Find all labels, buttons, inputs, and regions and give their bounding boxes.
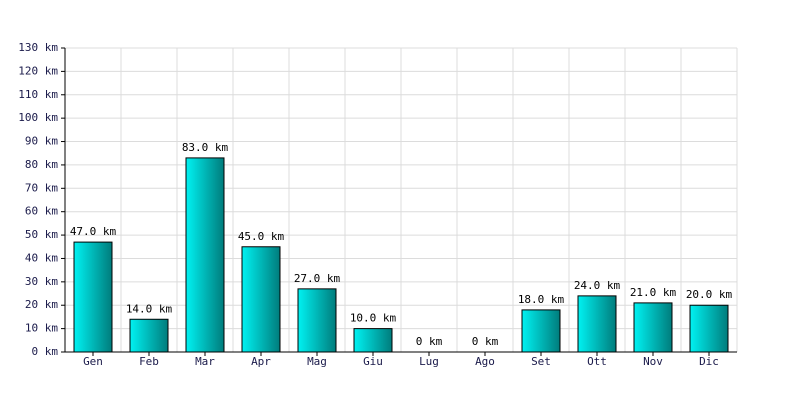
y-tick-label: 130 km (18, 41, 58, 54)
bar (241, 246, 281, 353)
y-tick-label: 60 km (25, 205, 58, 218)
y-tick-label: 30 km (25, 275, 58, 288)
bar (129, 318, 169, 353)
value-label: 18.0 km (518, 293, 565, 306)
y-tick-label: 120 km (18, 64, 58, 77)
y-tick-label: 90 km (25, 135, 58, 148)
y-tick-label: 20 km (25, 298, 58, 311)
bar (689, 304, 729, 353)
bar (521, 309, 561, 353)
x-tick-label: Ott (587, 355, 607, 368)
bar (353, 328, 393, 353)
x-tick-label: Mar (195, 355, 215, 368)
x-tick-label: Ago (475, 355, 495, 368)
value-label: 20.0 km (686, 288, 733, 301)
bar (577, 295, 617, 353)
value-label: 0 km (416, 335, 443, 348)
value-label: 45.0 km (238, 230, 285, 243)
value-label: 14.0 km (126, 302, 173, 315)
y-tick-label: 80 km (25, 158, 58, 171)
bar (73, 241, 113, 353)
value-label: 0 km (472, 335, 499, 348)
value-label: 27.0 km (294, 272, 341, 285)
y-tick-label: 110 km (18, 88, 58, 101)
value-label: 47.0 km (70, 225, 117, 238)
y-tick-label: 10 km (25, 322, 58, 335)
bar (185, 157, 225, 353)
bar (633, 302, 673, 353)
y-tick-label: 0 km (32, 345, 59, 358)
value-label: 10.0 km (350, 312, 397, 325)
y-tick-label: 40 km (25, 251, 58, 264)
x-tick-label: Feb (139, 355, 159, 368)
value-label: 21.0 km (630, 286, 677, 299)
y-tick-label: 50 km (25, 228, 58, 241)
x-tick-label: Apr (251, 355, 271, 368)
x-tick-label: Lug (419, 355, 439, 368)
y-tick-label: 100 km (18, 111, 58, 124)
y-tick-label: 70 km (25, 181, 58, 194)
x-tick-label: Dic (699, 355, 719, 368)
value-label: 83.0 km (182, 141, 229, 154)
x-tick-label: Gen (83, 355, 103, 368)
value-label: 24.0 km (574, 279, 621, 292)
x-tick-label: Mag (307, 355, 327, 368)
x-tick-label: Set (531, 355, 551, 368)
bar (297, 288, 337, 353)
x-tick-label: Nov (643, 355, 663, 368)
x-tick-label: Giu (363, 355, 383, 368)
